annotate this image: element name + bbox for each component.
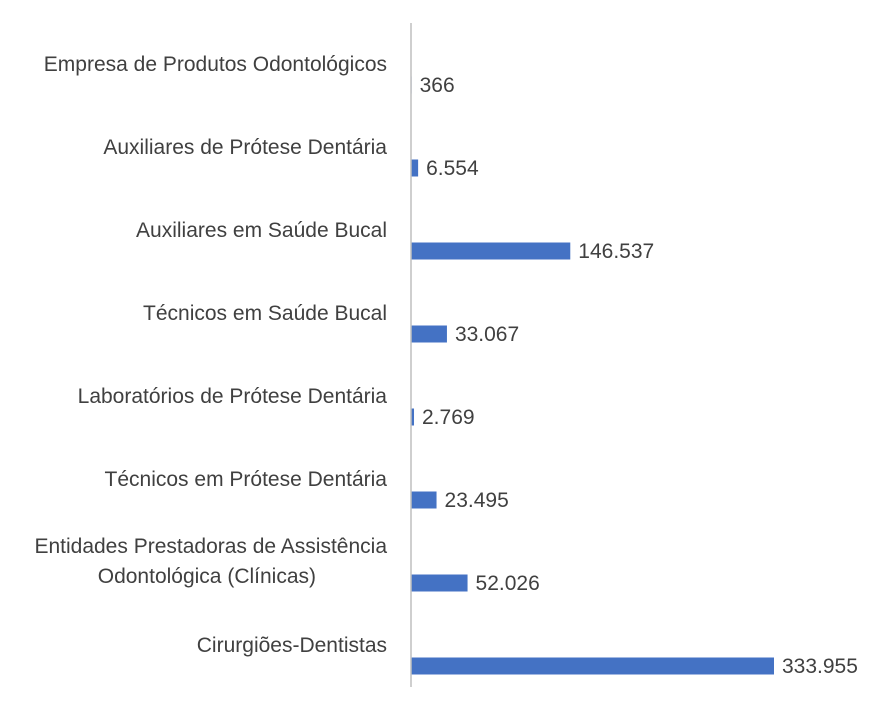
- bar: [411, 408, 415, 426]
- bar: [411, 242, 571, 260]
- bar: [411, 159, 419, 177]
- category-label: Auxiliares em Saúde Bucal: [136, 219, 387, 242]
- category-labels: Empresa de Produtos Odontológicos Auxilia…: [34, 53, 387, 657]
- bar: [411, 325, 447, 343]
- value-label: 52.026: [476, 572, 540, 595]
- category-label: Laboratórios de Prótese Dentária: [78, 385, 388, 408]
- bars-group: [411, 76, 774, 675]
- category-label: Entidades Prestadoras de Assistência: [34, 535, 387, 558]
- bar: [411, 657, 774, 675]
- bar: [411, 491, 437, 509]
- value-label: 333.955: [782, 655, 858, 678]
- value-label: 6.554: [426, 157, 479, 180]
- value-label: 33.067: [455, 323, 519, 346]
- category-label: Auxiliares de Prótese Dentária: [103, 136, 387, 159]
- category-label: Empresa de Produtos Odontológicos: [44, 53, 387, 76]
- value-label: 23.495: [445, 489, 509, 512]
- bar: [411, 574, 468, 592]
- value-label: 366: [420, 74, 455, 97]
- category-label: Odontológica (Clínicas): [98, 565, 316, 588]
- value-labels: 366 6.554 146.537 33.067 2.769 23.495 52.026 33…: [420, 74, 858, 678]
- value-label: 146.537: [578, 240, 654, 263]
- category-label: Cirurgiões-Dentistas: [197, 634, 387, 657]
- category-label: Técnicos em Prótese Dentária: [105, 468, 388, 491]
- category-label: Técnicos em Saúde Bucal: [143, 302, 387, 325]
- value-label: 2.769: [422, 406, 475, 429]
